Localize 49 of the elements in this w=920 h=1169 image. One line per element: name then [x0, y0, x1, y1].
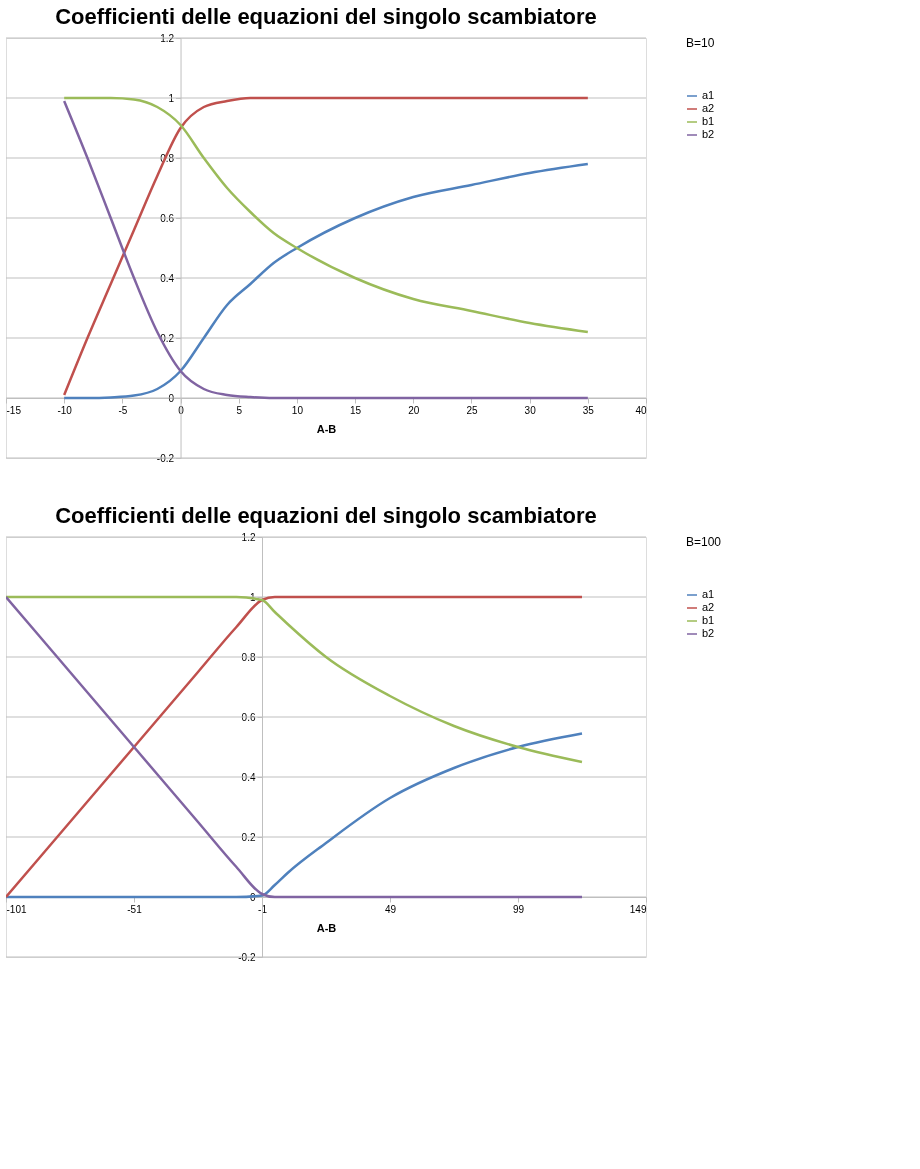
- x-tick-label: 5: [236, 404, 243, 416]
- y-tick-label: -0.2: [238, 951, 256, 963]
- legend-label: b1: [702, 115, 715, 127]
- legend-label: b2: [702, 627, 715, 639]
- line-series: [6, 595, 584, 764]
- x-tick-label: 40: [635, 404, 647, 416]
- legend-label: a2: [702, 601, 715, 613]
- x-axis-title: A-B: [316, 422, 337, 435]
- legend-label: a1: [702, 588, 715, 600]
- x-tick-label: 99: [512, 903, 525, 915]
- x-tick-label: 20: [408, 404, 420, 416]
- y-tick-label: 1: [249, 591, 256, 603]
- y-tick-label: 1: [168, 92, 175, 104]
- y-tick-label: 1.2: [160, 32, 175, 44]
- y-tick-label: 0.6: [241, 711, 256, 723]
- x-tick-label: 0: [178, 404, 185, 416]
- y-tick-label: 0.4: [241, 771, 256, 783]
- x-tick-label: 149: [629, 903, 647, 915]
- y-tick-label: 0.4: [160, 272, 175, 284]
- x-tick-label: -51: [127, 903, 143, 915]
- x-tick-label: 30: [524, 404, 537, 416]
- x-axis-title: A-B: [316, 921, 337, 934]
- legend-label: a2: [702, 102, 715, 114]
- legend-title: B=100: [686, 535, 722, 549]
- line-series: [62, 96, 590, 334]
- line-series: [6, 732, 584, 899]
- chart-title: Coefficienti delle equazioni del singolo scambiatore: [55, 503, 597, 528]
- x-tick-label: 35: [582, 404, 595, 416]
- y-tick-label: 0: [168, 392, 175, 404]
- x-tick-label: -10: [57, 404, 73, 416]
- legend-label: b1: [702, 614, 715, 626]
- legend-label: b2: [702, 128, 715, 140]
- y-tick-label: -0.2: [156, 452, 175, 464]
- x-tick-label: 25: [466, 404, 478, 416]
- line-series: [62, 162, 590, 400]
- legend-title: B=10: [686, 36, 715, 50]
- x-tick-label: -5: [118, 404, 128, 416]
- x-tick-label: 15: [350, 404, 362, 416]
- x-tick-label: -101: [6, 903, 27, 915]
- x-tick-label: 10: [291, 404, 304, 416]
- x-tick-label: -15: [6, 404, 22, 416]
- y-tick-label: 1.2: [241, 531, 256, 543]
- y-tick-label: 0.8: [241, 651, 256, 663]
- chart-title: Coefficienti delle equazioni del singolo scambiatore: [55, 4, 597, 29]
- y-tick-label: 0.2: [241, 831, 256, 843]
- line-series: [6, 595, 584, 899]
- legend-label: a1: [702, 89, 715, 101]
- y-tick-label: 0.6: [160, 212, 175, 224]
- x-tick-label: 49: [384, 903, 397, 915]
